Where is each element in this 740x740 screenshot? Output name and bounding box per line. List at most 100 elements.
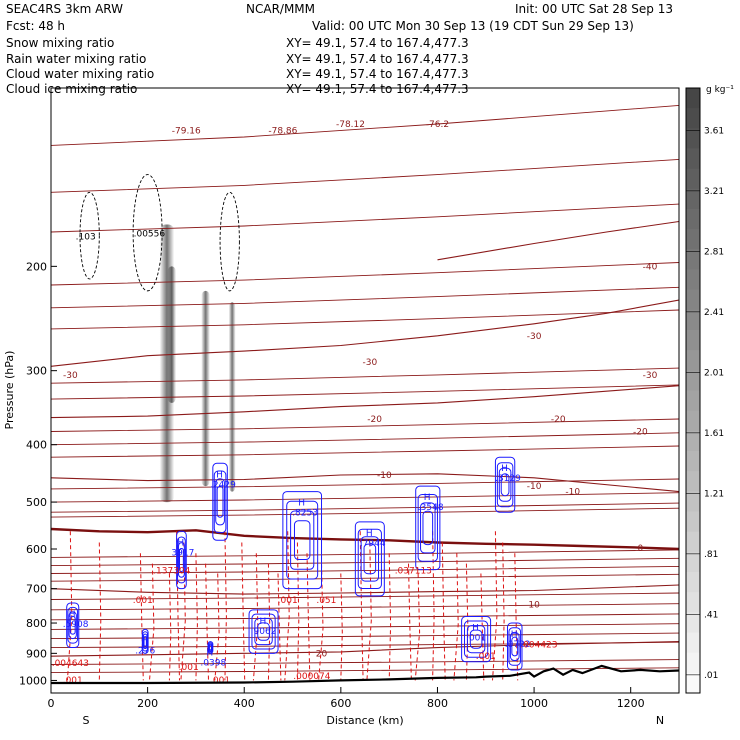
terrain-line [51,664,679,685]
temperature-contour [51,445,679,458]
cloud-water-contour [469,629,483,649]
cloud-water-contour [212,462,228,541]
cloud-water-contour [178,542,185,578]
cloud-water-contour [507,622,523,671]
cloud-water-label: .3548 [418,503,444,513]
temperature-label: -40 [643,262,658,272]
cloud-water-contour [216,485,224,518]
run-title: SEAC4RS 3km ARW [6,2,123,16]
init-time: Init: 00 UTC Sat 28 Sep 13 [515,2,673,16]
x-tick-label: 600 [330,697,351,710]
cloud-water-max-marker: H [472,624,479,634]
cloud-water-label: 9062 [254,627,277,637]
cloud-water-contour [142,633,148,650]
rain-water-contour [252,553,259,681]
rain-water-contour [277,573,282,681]
cloud-water-contour [415,485,441,571]
cloud-water-contour [494,456,516,513]
temperature-contour [51,104,679,146]
north-end-label: N [656,714,664,727]
temperature-contour [51,203,679,233]
cloud-ice-contour [132,174,163,292]
rain-water-label: .001 [63,676,83,686]
cloud-water-contour [500,473,510,497]
colorbar-label: 3.21 [704,187,724,197]
colorbar-segment [686,289,700,311]
colorbar-segment [686,451,700,472]
rain-water-contour [502,542,505,681]
temperature-contour-20 [51,641,679,657]
colorbar-segment [686,471,700,492]
south-end-label: S [83,714,90,727]
cloud-water-max-marker: H [141,636,148,646]
snow-shading-column [201,290,210,487]
temperature-label: -30 [362,358,377,368]
y-tick-label: 600 [26,543,47,556]
field-xy-cloud-water: XY= 49.1, 57.4 to 167.4,477.3 [286,67,469,81]
cloud-water-max-marker: H [511,630,518,640]
temperature-contour [51,507,679,518]
rain-water-contour [168,573,172,681]
temperature-contour [51,573,679,582]
colorbar-segment [686,390,700,412]
x-tick-label: 400 [234,697,255,710]
rain-water-label: .004643 [52,659,89,669]
cloud-water-max-marker: H [298,499,305,509]
colorbar-segment [686,672,700,694]
colorbar-segment [686,309,700,331]
temperature-contour [51,432,679,446]
rain-water-contour [388,553,392,681]
rain-water-contour [149,563,155,681]
cloud-water-max-marker: H [69,610,76,620]
colorbar-label: 1.21 [704,489,724,499]
colorbar-segment [686,632,700,654]
cloud-water-contour [290,510,315,570]
rain-water-contour [98,542,102,681]
temperature-contour [51,286,679,309]
temperature-contour [51,549,679,558]
cloud-water-contour [143,636,147,647]
cloud-water-label: .7944 [360,539,386,549]
temperature-label: -20 [367,415,382,425]
rain-water-contour [340,573,343,681]
cloud-water-contour [466,625,486,654]
cloud-water-contour [509,631,520,662]
y-tick-label: 800 [26,617,47,630]
cloud-water-label: .001 [466,634,486,644]
colorbar-segment [686,330,700,351]
colorbar-segment [686,430,700,452]
temperature-label: -10 [377,471,392,481]
org-label: NCAR/MMM [246,2,315,16]
cloud-water-contour [461,616,492,663]
temperature-contour--20 [51,385,679,419]
cloud-water-label: .0398 [200,659,226,669]
cloud-water-contour [176,530,187,590]
x-axis-title: Distance (km) [326,714,403,727]
cloud-water-contour [357,528,382,590]
colorbar-label: .81 [704,550,718,560]
colorbar-label: .41 [704,610,718,620]
temperature-contour--40 [437,220,679,261]
cloud-water-label: 3917 [171,548,194,558]
temperature-contour [51,557,679,567]
colorbar-frame [685,87,701,694]
colorbar-segment [686,572,700,593]
rain-water-contour [414,573,421,681]
colorbar-segment [686,350,700,371]
y-tick-label: 400 [26,439,47,452]
y-tick-label: 1000 [19,674,47,687]
x-tick-label: 0 [48,697,55,710]
cloud-water-contour [422,510,434,546]
cloud-water-contour [286,500,319,580]
colorbar-segment [686,209,700,230]
colorbar-segment [686,370,700,391]
colorbar-unit: g kg⁻¹ [706,85,734,95]
colorbar-segment [686,269,700,291]
snow-shading-column [228,302,236,492]
cloud-water-label: .0722 [505,640,531,650]
rain-water-contour [224,531,227,681]
rain-water-contour [139,553,144,681]
valid-time: Valid: 00 UTC Mon 30 Sep 13 (19 CDT Sun … [312,19,634,33]
field-xy-snow: XY= 49.1, 57.4 to 167.4,477.3 [286,36,469,50]
